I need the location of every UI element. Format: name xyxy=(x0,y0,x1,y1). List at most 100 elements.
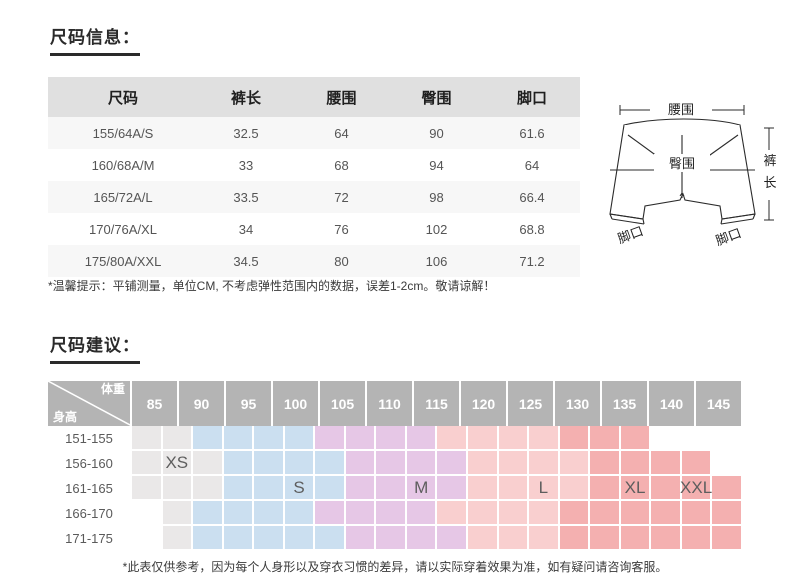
grid-height-header-166-170: 166-170 xyxy=(48,501,132,526)
cell-leg-opening: 61.6 xyxy=(484,117,580,149)
grid-cell-161-165-xs xyxy=(193,476,224,501)
grid-cell-161-165-m xyxy=(376,476,407,501)
grid-cell-156-160-xl xyxy=(681,451,713,476)
grid-height-header-161-165: 161-165 xyxy=(48,476,132,501)
grid-cell-156-160-m xyxy=(437,451,469,476)
cell-waist: 64 xyxy=(294,117,389,149)
grid-cell-156-160-m xyxy=(376,451,407,476)
grid-cell-166-170-empty xyxy=(132,501,163,526)
grid-weight-header-90: 90 xyxy=(179,381,226,426)
grid-cell-151-155-m xyxy=(345,426,377,451)
grid-cell-156-160-m xyxy=(406,451,438,476)
page-title-size-advice: 尺码建议： xyxy=(50,336,140,364)
table-row: 170/76A/XL 34 76 102 68.8 xyxy=(48,213,580,245)
grid-cell-161-165-l xyxy=(498,476,530,501)
table-row: 165/72A/L 33.5 72 98 66.4 xyxy=(48,181,580,213)
cell-leg-opening: 68.8 xyxy=(484,213,580,245)
cell-leg-opening: 64 xyxy=(484,149,580,181)
grid-cell-151-155-m xyxy=(406,426,438,451)
table-row: 175/80A/XXL 34.5 80 106 71.2 xyxy=(48,245,580,277)
grid-cell-151-155-empty xyxy=(682,426,713,451)
grid-cell-171-175-m xyxy=(437,526,469,551)
grid-height-label: 身高 xyxy=(53,410,78,424)
grid-cell-171-175-m xyxy=(406,526,438,551)
column-header-leg-opening: 脚口 xyxy=(484,77,580,117)
size-label-xxl: XXL xyxy=(680,477,713,497)
grid-cell-161-165-xl xyxy=(651,476,682,501)
grid-cell-156-160-l xyxy=(468,451,499,476)
grid-header-row: 体重 身高 85 90 95 100 105 110 115 120 125 130 135 140 145 xyxy=(48,381,743,426)
grid-cell-171-175-xl xyxy=(620,526,652,551)
grid-cell-166-170-xs xyxy=(162,501,194,526)
size-advice-grid: 体重 身高 85 90 95 100 105 110 115 120 125 130 135 140 145… xyxy=(48,381,743,551)
grid-cell-156-160-s xyxy=(254,451,285,476)
cell-size: 155/64A/S xyxy=(48,117,198,149)
size-label-l: L xyxy=(538,477,549,497)
grid-row-161-165: 161-165 S M L XL XXL xyxy=(48,476,743,501)
grid-cell-161-165-xl: XXL xyxy=(680,476,713,501)
grid-cell-156-160-s xyxy=(284,451,316,476)
cell-waist: 68 xyxy=(294,149,389,181)
grid-weight-header-125: 125 xyxy=(508,381,555,426)
grid-cell-166-170-xl xyxy=(681,501,713,526)
grid-cell-151-155-empty xyxy=(651,426,682,451)
cell-pant-length: 34.5 xyxy=(198,245,294,277)
diagram-label-length-1: 裤 xyxy=(763,153,776,168)
grid-cell-161-165-xl xyxy=(712,476,743,501)
grid-cell-171-175-m xyxy=(345,526,377,551)
grid-cell-171-175-s xyxy=(254,526,285,551)
grid-weight-header-100: 100 xyxy=(273,381,320,426)
grid-cell-156-160-l xyxy=(559,451,591,476)
grid-cell-171-175-s xyxy=(315,526,346,551)
grid-cell-151-155-xs xyxy=(132,426,163,451)
grid-row-171-175: 171-175 xyxy=(48,526,743,551)
diagram-label-hip: 臀围 xyxy=(669,156,695,171)
grid-cell-151-155-m xyxy=(315,426,346,451)
grid-cell-156-160-m xyxy=(345,451,377,476)
grid-cell-166-170-xl xyxy=(712,501,743,526)
grid-cell-166-170-m xyxy=(406,501,438,526)
grid-cell-166-170-m xyxy=(315,501,346,526)
cell-leg-opening: 66.4 xyxy=(484,181,580,213)
grid-cell-161-165-s xyxy=(254,476,285,501)
grid-cell-156-160-xl xyxy=(590,451,621,476)
grid-cell-156-160-l xyxy=(498,451,530,476)
cell-waist: 76 xyxy=(294,213,389,245)
grid-cell-171-175-xl xyxy=(712,526,743,551)
cell-pant-length: 33.5 xyxy=(198,181,294,213)
shorts-diagram: 腰围 臀围 脚口 脚口 裤 长 xyxy=(588,88,788,263)
grid-cell-171-175-m xyxy=(376,526,407,551)
cell-pant-length: 34 xyxy=(198,213,294,245)
cell-hip: 90 xyxy=(389,117,484,149)
column-header-pant-length: 裤长 xyxy=(198,77,294,117)
grid-cell-161-165-s xyxy=(223,476,255,501)
size-label-m: M xyxy=(414,477,429,497)
grid-weight-header-105: 105 xyxy=(320,381,367,426)
grid-cell-161-165-l xyxy=(559,476,591,501)
grid-cell-156-160-s xyxy=(315,451,346,476)
grid-row-151-155: 151-155 xyxy=(48,426,743,451)
cell-hip: 106 xyxy=(389,245,484,277)
diagram-label-leg-opening-right: 脚口 xyxy=(714,225,744,248)
grid-height-header-151-155: 151-155 xyxy=(48,426,132,451)
grid-cell-161-165-s xyxy=(315,476,346,501)
grid-cell-161-165-xs xyxy=(162,476,194,501)
grid-cell-161-165-m xyxy=(437,476,469,501)
grid-cell-151-155-l xyxy=(498,426,530,451)
column-header-waist: 腰围 xyxy=(294,77,389,117)
grid-cell-166-170-s xyxy=(193,501,224,526)
grid-cell-166-170-xl xyxy=(620,501,652,526)
grid-cell-171-175-s xyxy=(223,526,255,551)
cell-pant-length: 33 xyxy=(198,149,294,181)
diagram-label-waist: 腰围 xyxy=(668,102,694,117)
cell-hip: 98 xyxy=(389,181,484,213)
grid-cell-156-160-xl xyxy=(651,451,682,476)
grid-cell-171-175-l xyxy=(498,526,530,551)
grid-cell-161-165-s: S xyxy=(284,476,316,501)
grid-cell-166-170-s xyxy=(254,501,285,526)
grid-cell-166-170-l xyxy=(437,501,469,526)
cell-waist: 80 xyxy=(294,245,389,277)
grid-cell-151-155-s xyxy=(284,426,316,451)
table-row: 155/64A/S 32.5 64 90 61.6 xyxy=(48,117,580,149)
grid-cell-171-175-xs xyxy=(162,526,194,551)
